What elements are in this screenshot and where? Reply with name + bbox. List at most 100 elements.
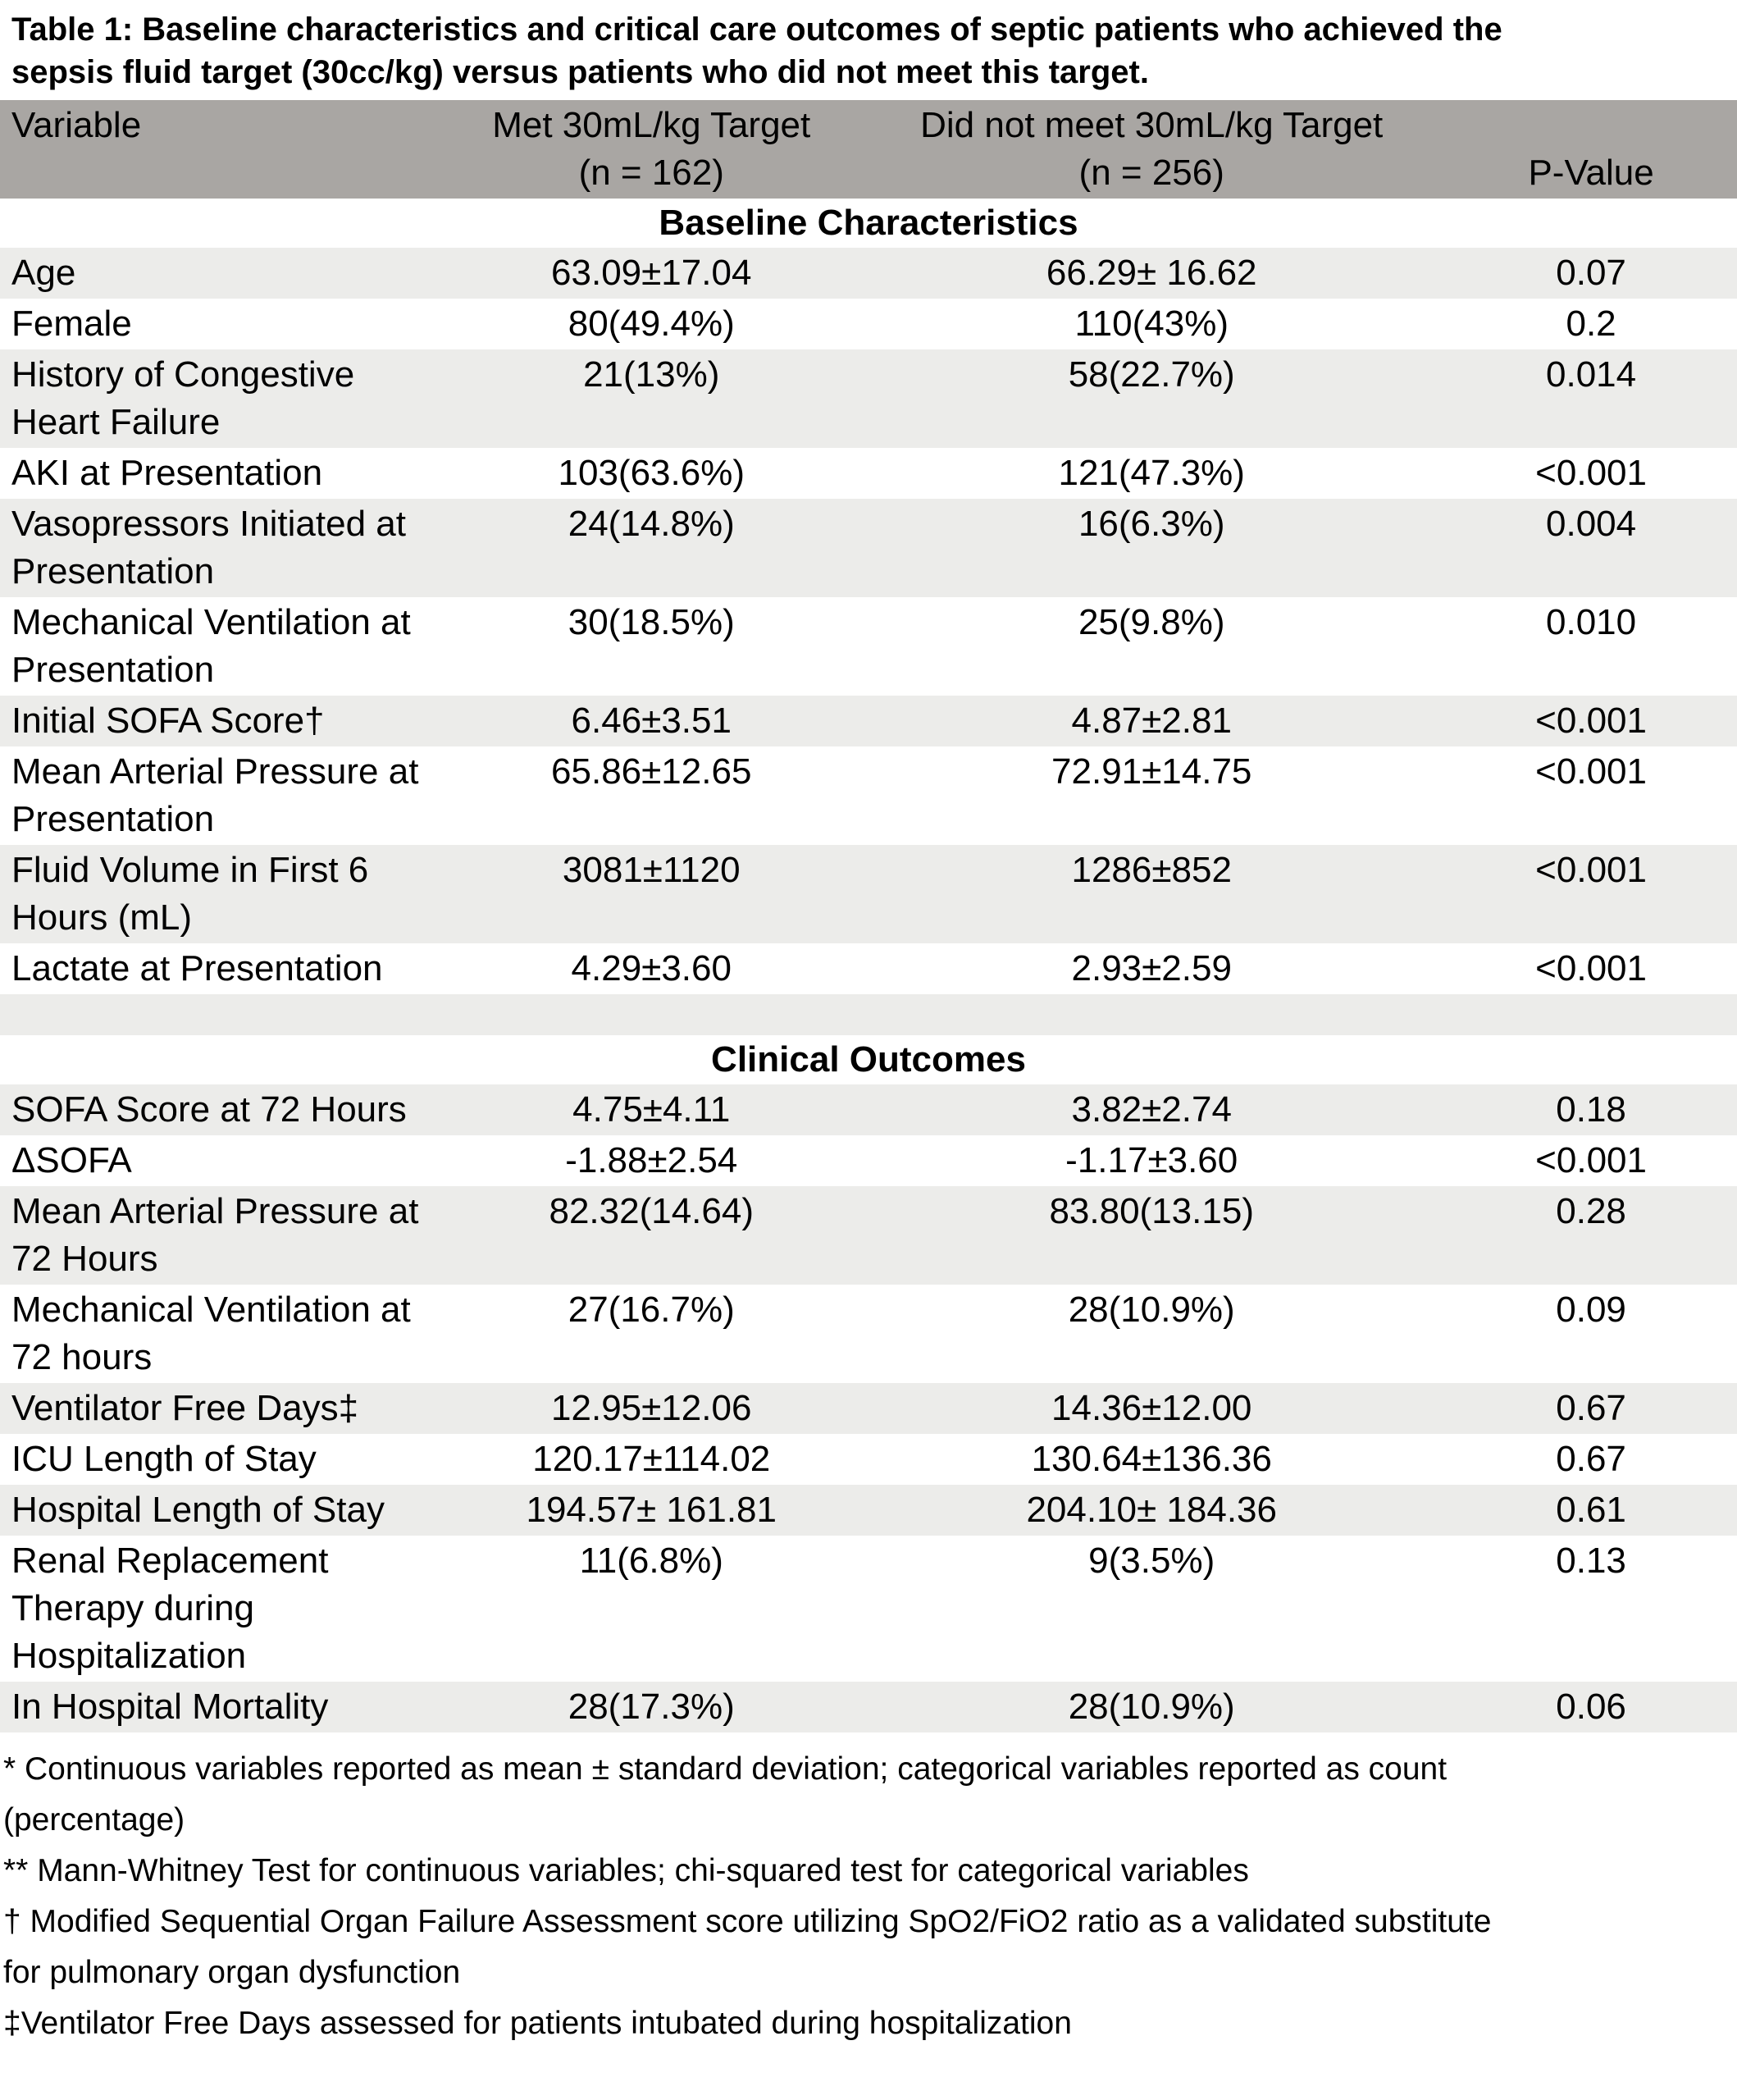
column-header-met-target: Met 30mL/kg Target (n = 162): [445, 100, 859, 199]
variable-cell: Lactate at Presentation: [11, 948, 383, 988]
variable-cell: ΔSOFA: [11, 1140, 132, 1180]
variable-cell: Ventilator Free Days‡: [0, 1383, 445, 1434]
table-row: ICU Length of Stay 120.17±114.02 130.64±…: [0, 1434, 1737, 1485]
header-row: Variable Met 30mL/kg Target (n = 162) Di…: [0, 100, 1737, 199]
data-table: Variable Met 30mL/kg Target (n = 162) Di…: [0, 100, 1737, 1732]
met-target-cell: 82.32(14.64): [445, 1186, 859, 1285]
footnote-line: ** Mann-Whitney Test for continuous vari…: [3, 1853, 1249, 1888]
table-row: SOFA Score at 72 Hours 4.75±4.11 3.82±2.…: [0, 1084, 1737, 1135]
p-value-cell: 0.09: [1556, 1290, 1626, 1330]
variable-cell: Female: [11, 304, 132, 344]
not-met-target-cell: 130.64±136.36: [1031, 1439, 1272, 1479]
p-value-cell: <0.001: [1535, 751, 1647, 792]
section-header-baseline: Baseline Characteristics: [0, 199, 1737, 248]
column-header-variable: Variable: [0, 100, 445, 199]
variable-cell: AKI at Presentation: [11, 453, 323, 493]
footnote-line: (percentage): [3, 1802, 185, 1838]
column-header-not-met-target: Did not meet 30mL/kg Target (n = 256): [858, 100, 1446, 199]
variable-cell: Hospital Length of Stay: [0, 1485, 445, 1536]
table-row: Fluid Volume in First 6 Hours (mL) 3081±…: [0, 845, 1737, 943]
p-value-cell: 0.28: [1445, 1186, 1737, 1285]
met-target-cell: 27(16.7%): [568, 1290, 735, 1330]
variable-cell: SOFA Score at 72 Hours: [0, 1084, 445, 1135]
variable-cell: Mechanical Ventilation at Presentation: [11, 602, 411, 690]
p-value-cell: <0.001: [1535, 453, 1647, 493]
table-row: In Hospital Mortality 28(17.3%) 28(10.9%…: [0, 1682, 1737, 1732]
p-value-cell: 0.06: [1445, 1682, 1737, 1732]
table-row: Mechanical Ventilation at Presentation 3…: [0, 597, 1737, 696]
not-met-target-cell: 14.36±12.00: [858, 1383, 1446, 1434]
table-title-line1: Table 1: Baseline characteristics and cr…: [11, 11, 1502, 48]
p-value-cell: 0.07: [1445, 248, 1737, 299]
not-met-target-cell: 204.10± 184.36: [858, 1485, 1446, 1536]
not-met-target-cell: 16(6.3%): [858, 499, 1446, 597]
met-target-cell: 194.57± 161.81: [445, 1485, 859, 1536]
table-row: Renal Replacement Therapy during Hospita…: [0, 1536, 1737, 1682]
section-header-outcomes: Clinical Outcomes: [0, 1035, 1737, 1084]
variable-cell: Vasopressors Initiated at Presentation: [0, 499, 445, 597]
p-value-cell: 0.014: [1445, 349, 1737, 448]
met-target-cell: 103(63.6%): [558, 453, 745, 493]
table-row: Female 80(49.4%) 110(43%) 0.2: [0, 299, 1737, 349]
not-met-target-cell: 110(43%): [1074, 304, 1229, 344]
p-value-cell: <0.001: [1445, 696, 1737, 746]
spacer-row: [0, 994, 1737, 1035]
not-met-target-cell: 25(9.8%): [1078, 602, 1225, 642]
variable-cell: History of Congestive Heart Failure: [0, 349, 445, 448]
met-target-cell: 24(14.8%): [445, 499, 859, 597]
met-target-cell: 4.75±4.11: [445, 1084, 859, 1135]
met-target-cell: 65.86±12.65: [551, 751, 752, 792]
not-met-target-cell: 2.93±2.59: [1071, 948, 1232, 988]
p-value-cell: <0.001: [1535, 948, 1647, 988]
section-header-label: Clinical Outcomes: [0, 1035, 1737, 1084]
p-value-cell: 0.13: [1556, 1541, 1626, 1581]
table-row: Mean Arterial Pressure at 72 Hours 82.32…: [0, 1186, 1737, 1285]
not-met-target-cell: 83.80(13.15): [858, 1186, 1446, 1285]
variable-cell: Mean Arterial Pressure at Presentation: [11, 751, 419, 839]
p-value-cell: 0.67: [1556, 1439, 1626, 1479]
table-row: Mechanical Ventilation at 72 hours 27(16…: [0, 1285, 1737, 1383]
met-target-cell: 21(13%): [445, 349, 859, 448]
met-target-cell: 11(6.8%): [579, 1541, 723, 1581]
met-target-cell: 80(49.4%): [568, 304, 735, 344]
p-value-cell: <0.001: [1445, 845, 1737, 943]
table-row: Mean Arterial Pressure at Presentation 6…: [0, 746, 1737, 845]
met-target-cell: 120.17±114.02: [532, 1439, 771, 1479]
table-row: Vasopressors Initiated at Presentation 2…: [0, 499, 1737, 597]
variable-cell: Renal Replacement Therapy during Hospita…: [11, 1541, 329, 1676]
met-target-cell: 3081±1120: [445, 845, 859, 943]
met-target-cell: 12.95±12.06: [445, 1383, 859, 1434]
p-value-cell: 0.004: [1445, 499, 1737, 597]
footnote-line: for pulmonary organ dysfunction: [3, 1955, 461, 1990]
table-row: Hospital Length of Stay 194.57± 161.81 2…: [0, 1485, 1737, 1536]
p-value-cell: 0.67: [1445, 1383, 1737, 1434]
not-met-target-cell: 72.91±14.75: [1051, 751, 1252, 792]
table-row: History of Congestive Heart Failure 21(1…: [0, 349, 1737, 448]
not-met-target-cell: 66.29± 16.62: [858, 248, 1446, 299]
met-target-cell: 4.29±3.60: [571, 948, 732, 988]
not-met-target-cell: 58(22.7%): [858, 349, 1446, 448]
not-met-target-cell: 121(47.3%): [1058, 453, 1245, 493]
variable-cell: Mean Arterial Pressure at 72 Hours: [0, 1186, 445, 1285]
not-met-target-cell: 28(10.9%): [858, 1682, 1446, 1732]
p-value-cell: 0.61: [1445, 1485, 1737, 1536]
p-value-cell: 0.010: [1546, 602, 1637, 642]
not-met-target-cell: -1.17±3.60: [1065, 1140, 1238, 1180]
table-title: Table 1: Baseline characteristics and cr…: [0, 0, 1737, 94]
met-target-cell: 63.09±17.04: [445, 248, 859, 299]
met-target-cell: 6.46±3.51: [445, 696, 859, 746]
section-header-label: Baseline Characteristics: [0, 199, 1737, 248]
not-met-target-cell: 1286±852: [858, 845, 1446, 943]
table-row: Initial SOFA Score† 6.46±3.51 4.87±2.81 …: [0, 696, 1737, 746]
met-target-cell: 28(17.3%): [445, 1682, 859, 1732]
met-target-cell: 30(18.5%): [568, 602, 735, 642]
p-value-cell: <0.001: [1535, 1140, 1647, 1180]
table-row: AKI at Presentation 103(63.6%) 121(47.3%…: [0, 448, 1737, 499]
footnote-line: * Continuous variables reported as mean …: [3, 1751, 1448, 1787]
variable-cell: Fluid Volume in First 6 Hours (mL): [0, 845, 445, 943]
met-target-cell: -1.88±2.54: [565, 1140, 738, 1180]
table-row: Lactate at Presentation 4.29±3.60 2.93±2…: [0, 943, 1737, 994]
variable-cell: In Hospital Mortality: [0, 1682, 445, 1732]
not-met-target-cell: 28(10.9%): [1068, 1290, 1235, 1330]
